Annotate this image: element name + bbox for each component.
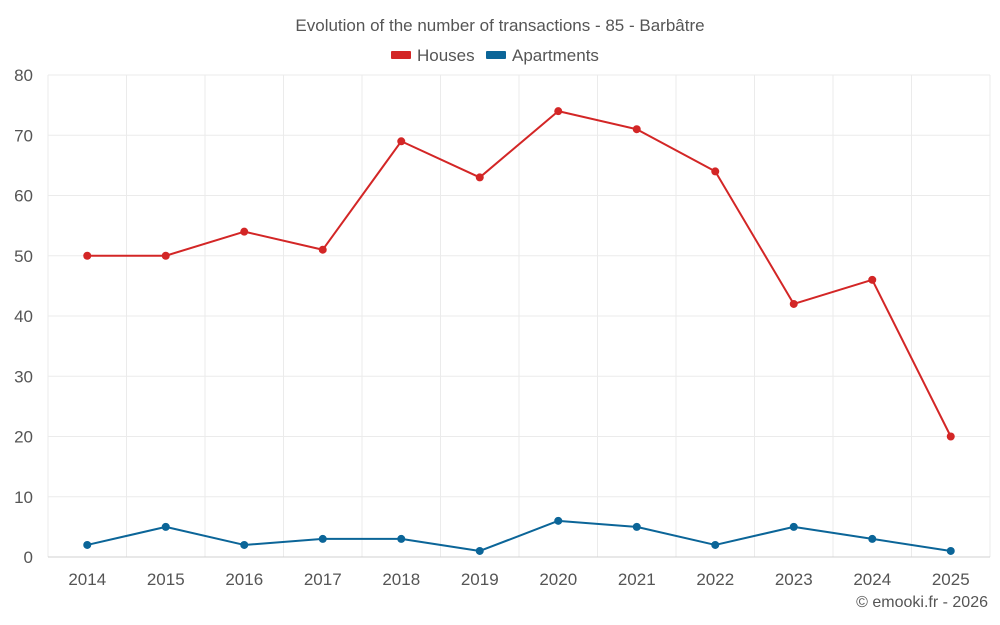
x-tick-label: 2024 <box>853 570 891 589</box>
series-line-houses <box>87 110 952 437</box>
chart-title: Evolution of the number of transactions … <box>295 16 704 35</box>
data-point-apartments[interactable] <box>632 522 641 531</box>
legend-item-apartments[interactable]: Apartments <box>486 46 599 65</box>
legend-swatch-apartments <box>486 51 506 59</box>
data-point-apartments[interactable] <box>240 540 249 549</box>
footer-credit: © emooki.fr - 2026 <box>856 594 988 611</box>
data-point-apartments[interactable] <box>318 534 327 543</box>
data-point-houses[interactable] <box>868 275 877 284</box>
legend-label-houses: Houses <box>417 46 475 65</box>
x-tick-label: 2019 <box>461 570 499 589</box>
x-tick-label: 2021 <box>618 570 656 589</box>
data-point-houses[interactable] <box>397 137 406 146</box>
data-point-apartments[interactable] <box>475 546 484 555</box>
x-tick-label: 2022 <box>696 570 734 589</box>
x-tick-label: 2014 <box>68 570 106 589</box>
data-point-apartments[interactable] <box>946 546 955 555</box>
legend[interactable]: Houses Apartments <box>391 46 599 65</box>
data-point-apartments[interactable] <box>397 534 406 543</box>
data-point-apartments[interactable] <box>789 522 798 531</box>
data-point-apartments[interactable] <box>554 516 563 525</box>
y-tick-label: 60 <box>14 187 33 206</box>
data-point-apartments[interactable] <box>868 534 877 543</box>
x-tick-label: 2016 <box>225 570 263 589</box>
data-point-houses[interactable] <box>789 299 798 308</box>
x-tick-label: 2017 <box>304 570 342 589</box>
data-point-houses[interactable] <box>318 245 327 254</box>
y-tick-label: 30 <box>14 367 33 386</box>
x-tick-label: 2025 <box>932 570 970 589</box>
data-point-houses[interactable] <box>946 432 955 441</box>
y-tick-label: 40 <box>14 307 33 326</box>
data-point-apartments[interactable] <box>83 540 92 549</box>
y-tick-label: 0 <box>24 548 33 567</box>
data-point-houses[interactable] <box>240 227 249 236</box>
x-tick-label: 2023 <box>775 570 813 589</box>
series <box>83 107 955 555</box>
data-point-houses[interactable] <box>632 125 641 134</box>
x-tick-label: 2015 <box>147 570 185 589</box>
data-point-apartments[interactable] <box>161 522 170 531</box>
y-tick-label: 10 <box>14 488 33 507</box>
data-point-houses[interactable] <box>475 173 484 182</box>
y-tick-label: 20 <box>14 428 33 447</box>
y-tick-label: 80 <box>14 66 33 85</box>
data-point-houses[interactable] <box>161 251 170 260</box>
legend-item-houses[interactable]: Houses <box>391 46 475 65</box>
series-line-apartments <box>87 519 951 552</box>
legend-swatch-houses <box>391 51 411 59</box>
x-tick-label: 2020 <box>539 570 577 589</box>
y-axis: 0 10 20 30 40 50 60 70 80 <box>14 66 33 567</box>
y-tick-label: 50 <box>14 247 33 266</box>
x-axis: 2014 2015 2016 2017 2018 2019 2020 2021 2022 2023… <box>48 556 990 589</box>
y-tick-label: 70 <box>14 126 33 145</box>
grid <box>47 74 991 558</box>
x-tick-label: 2018 <box>382 570 420 589</box>
data-point-houses[interactable] <box>83 251 92 260</box>
data-point-houses[interactable] <box>554 107 563 116</box>
legend-label-apartments: Apartments <box>512 46 599 65</box>
data-point-apartments[interactable] <box>711 540 720 549</box>
data-point-houses[interactable] <box>711 167 720 176</box>
